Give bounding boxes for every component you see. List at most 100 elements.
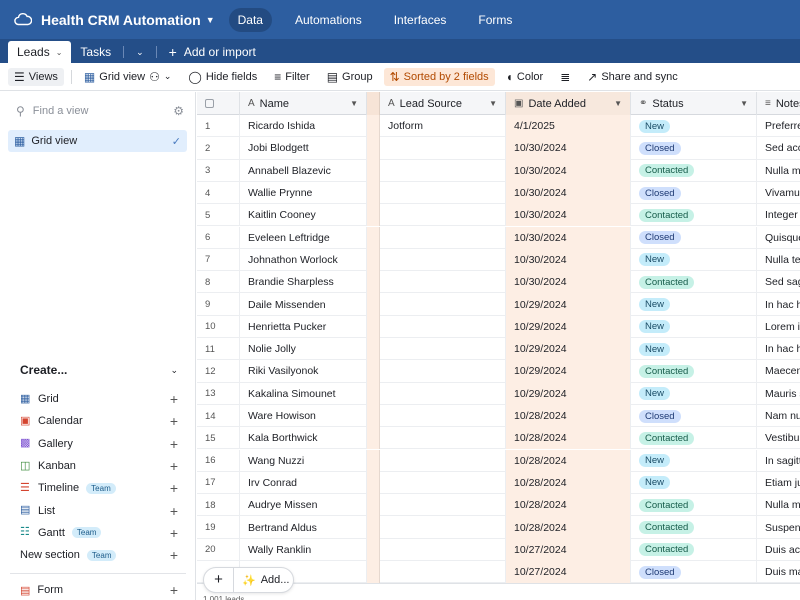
cell-status[interactable]: Contacted — [631, 516, 757, 539]
cell-date-added[interactable]: 10/29/2024 — [506, 338, 631, 361]
cell-status[interactable]: Contacted — [631, 538, 757, 561]
cell-date-added[interactable]: 10/30/2024 — [506, 226, 631, 249]
chevron-down-icon[interactable]: ▼ — [614, 99, 622, 108]
cell-name[interactable]: Wallie Prynne — [240, 181, 367, 205]
cell-name[interactable]: Annabell Blazevic — [240, 159, 367, 182]
cell-name[interactable]: Johnathon Worlock — [240, 248, 367, 272]
cell-name[interactable]: Kala Borthwick — [240, 427, 367, 450]
cell-date-added[interactable]: 4/1/2025 — [506, 115, 631, 138]
table-row[interactable]: 19 Bertrand Aldus 10/28/2024 Contacted Suspe… — [197, 516, 800, 539]
find-view-search[interactable]: ⚲ Find a view ⚙ — [16, 104, 184, 118]
cell-lead-source[interactable] — [380, 538, 506, 561]
cell-status[interactable]: Closed — [631, 561, 757, 584]
sort-button[interactable]: ⇅ Sorted by 2 fields — [383, 67, 495, 86]
cell-date-added[interactable]: 10/28/2024 — [506, 494, 631, 517]
cell-notes[interactable]: Suspendi — [757, 516, 800, 538]
column-header-status[interactable]: ⚭ Status ▼ — [631, 92, 757, 115]
hidden-column-indicator[interactable] — [367, 92, 380, 115]
cell-lead-source[interactable] — [380, 516, 506, 539]
table-row[interactable]: 3 Annabell Blazevic 10/30/2024 Contacted Nul… — [197, 159, 800, 182]
table-row[interactable]: 10/27/2024 Closed Duis matt — [197, 561, 800, 584]
cell-status[interactable]: New — [631, 293, 757, 316]
cell-date-added[interactable]: 10/30/2024 — [506, 204, 631, 227]
create-list-item[interactable]: ▤ List + — [20, 499, 178, 521]
cell-status[interactable]: New — [631, 382, 757, 405]
cell-date-added[interactable]: 10/28/2024 — [506, 471, 631, 495]
cell-status[interactable]: Closed — [631, 137, 757, 160]
cell-date-added[interactable]: 10/30/2024 — [506, 271, 631, 294]
cell-name[interactable]: Ware Howison — [240, 404, 367, 428]
cell-status[interactable]: Contacted — [631, 271, 757, 294]
cell-lead-source[interactable] — [380, 226, 506, 249]
cell-name[interactable]: Kaitlin Cooney — [240, 204, 367, 227]
add-or-import-button[interactable]: + Add or import — [160, 41, 265, 63]
cell-name[interactable]: Daile Missenden — [240, 293, 367, 316]
chevron-down-icon[interactable]: ▼ — [740, 99, 748, 108]
cell-notes[interactable]: Etiam jus — [757, 472, 800, 494]
cell-status[interactable]: Closed — [631, 181, 757, 205]
cell-date-added[interactable]: 10/27/2024 — [506, 561, 631, 584]
cell-date-added[interactable]: 10/30/2024 — [506, 159, 631, 182]
cell-name[interactable]: Irv Conrad — [240, 471, 367, 495]
chevron-down-icon[interactable]: ▼ — [350, 99, 358, 108]
nav-automations[interactable]: Automations — [294, 12, 362, 27]
sidebar-item-grid-view[interactable]: ▦ Grid view ✓ — [8, 130, 187, 152]
cell-status[interactable]: Contacted — [631, 204, 757, 227]
table-row[interactable]: 1 Ricardo Ishida Jotform 4/1/2025 New Preferr… — [197, 115, 800, 138]
color-button[interactable]: ◖ Color — [500, 68, 550, 86]
cell-date-added[interactable]: 10/29/2024 — [506, 293, 631, 316]
cell-date-added[interactable]: 10/29/2024 — [506, 360, 631, 383]
gear-icon[interactable]: ⚙ — [173, 104, 184, 118]
cell-name[interactable]: Kakalina Simounet — [240, 382, 367, 405]
cell-notes[interactable]: Integer n — [757, 204, 800, 226]
cell-notes[interactable]: In hac ha — [757, 338, 800, 360]
cell-date-added[interactable]: 10/30/2024 — [506, 181, 631, 205]
column-header-lead-source[interactable]: A Lead Source ▼ — [380, 92, 506, 115]
cell-lead-source[interactable] — [380, 382, 506, 405]
cell-notes[interactable]: Duis matt — [757, 561, 800, 583]
cell-notes[interactable]: Mauris si — [757, 383, 800, 405]
tab-tasks[interactable]: Tasks — [80, 45, 112, 59]
table-row[interactable]: 15 Kala Borthwick 10/28/2024 Contacted Vesti… — [197, 427, 800, 450]
cell-notes[interactable]: Vivamus — [757, 182, 800, 204]
cell-date-added[interactable]: 10/29/2024 — [506, 382, 631, 405]
cell-status[interactable]: New — [631, 315, 757, 338]
cell-lead-source[interactable] — [380, 449, 506, 472]
cell-lead-source[interactable] — [380, 561, 506, 584]
column-header-notes[interactable]: ≡ Notes — [757, 92, 800, 115]
cell-notes[interactable]: Nulla mol — [757, 494, 800, 516]
create-timeline-item[interactable]: ☰ Timeline Team + — [20, 477, 178, 499]
cell-date-added[interactable]: 10/30/2024 — [506, 137, 631, 160]
cell-lead-source[interactable] — [380, 271, 506, 294]
column-header-date-added[interactable]: ▣ Date Added ▼ — [506, 92, 631, 115]
cell-lead-source[interactable] — [380, 471, 506, 495]
cell-lead-source[interactable] — [380, 293, 506, 316]
tables-menu-chevron-icon[interactable]: ⌄ — [136, 46, 144, 57]
cell-notes[interactable]: In hac ha — [757, 293, 800, 315]
tab-leads[interactable]: Leads ⌄ — [8, 41, 72, 63]
cell-lead-source[interactable] — [380, 494, 506, 517]
cell-date-added[interactable]: 10/28/2024 — [506, 427, 631, 450]
cell-lead-source[interactable] — [380, 159, 506, 182]
column-header-name[interactable]: A Name ▼ — [240, 92, 367, 115]
cell-notes[interactable]: Preferred — [757, 115, 800, 137]
cell-name[interactable]: Brandie Sharpless — [240, 271, 367, 294]
cell-lead-source[interactable] — [380, 315, 506, 338]
cell-notes[interactable]: Vestibulu — [757, 427, 800, 449]
cell-status[interactable]: Closed — [631, 404, 757, 428]
table-row[interactable]: 8 Brandie Sharpless 10/30/2024 Contacted Sed… — [197, 271, 800, 294]
cell-status[interactable]: New — [631, 449, 757, 472]
nav-interfaces[interactable]: Interfaces — [393, 12, 447, 27]
cell-lead-source[interactable] — [380, 338, 506, 361]
base-title[interactable]: Health CRM Automation ▼ — [41, 12, 215, 28]
cell-status[interactable]: New — [631, 115, 757, 138]
cell-status[interactable]: New — [631, 338, 757, 361]
cell-name[interactable]: Nolie Jolly — [240, 338, 367, 361]
